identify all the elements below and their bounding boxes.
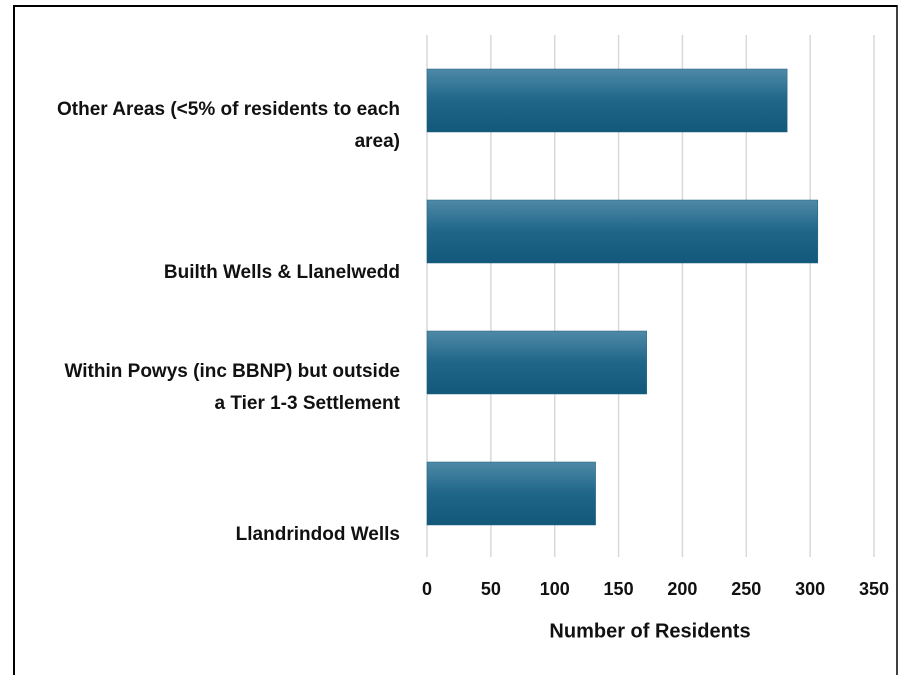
x-tick-label: 200 (667, 579, 697, 599)
y-tick-label: Within Powys (inc BBNP) but outside a Ti… (64, 360, 401, 414)
x-tick-label: 350 (859, 579, 889, 599)
y-tick-label: Llandrindod Wells (235, 523, 400, 545)
x-tick-label: 300 (795, 579, 825, 599)
bar (426, 68, 788, 133)
y-tick-label: Builth Wells & Llanelwedd (163, 261, 400, 283)
x-tick-label: 250 (731, 579, 761, 599)
bar (426, 330, 647, 395)
x-tick-label: 50 (481, 579, 501, 599)
bar (426, 199, 819, 264)
x-tick-label: 150 (604, 579, 634, 599)
y-tick-label: Other Areas (<5% of residents to each ar… (57, 98, 400, 152)
x-axis-title: Number of Residents (549, 620, 750, 642)
x-tick-label: 100 (540, 579, 570, 599)
bar (426, 461, 596, 526)
x-tick-label: 0 (422, 579, 432, 599)
